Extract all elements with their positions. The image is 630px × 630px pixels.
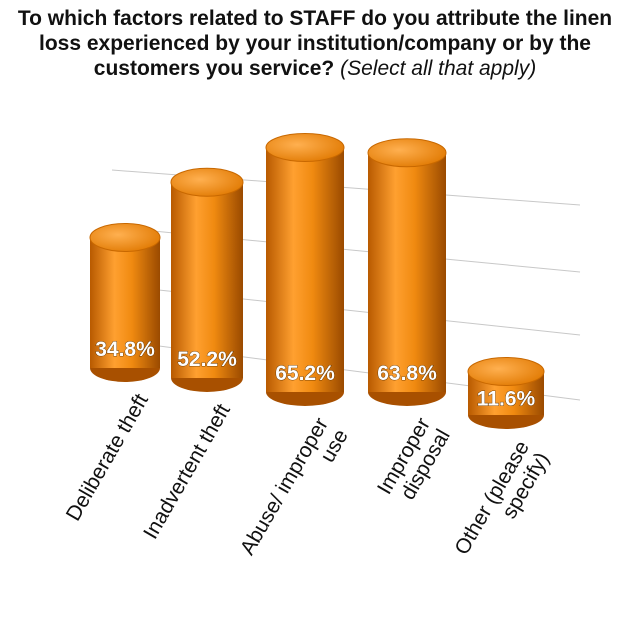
value-label: 52.2%: [177, 348, 237, 371]
bar-top: [265, 133, 345, 162]
value-label: 63.8%: [377, 362, 437, 385]
value-label: 34.8%: [95, 338, 155, 361]
bar: [90, 237, 160, 368]
title-block: To which factors related to STAFF do you…: [10, 6, 620, 81]
bar-top: [170, 167, 244, 197]
chart-title: To which factors related to STAFF do you…: [17, 7, 613, 80]
bar-top: [89, 223, 161, 252]
value-label: 11.6%: [477, 388, 536, 411]
bar: [368, 152, 446, 392]
chart-subtitle: (Select all that apply): [340, 57, 537, 80]
bar: [171, 182, 243, 378]
value-label: 65.2%: [275, 362, 335, 385]
bar-top: [367, 138, 447, 168]
bar-top: [467, 357, 545, 386]
bar: [266, 147, 344, 392]
